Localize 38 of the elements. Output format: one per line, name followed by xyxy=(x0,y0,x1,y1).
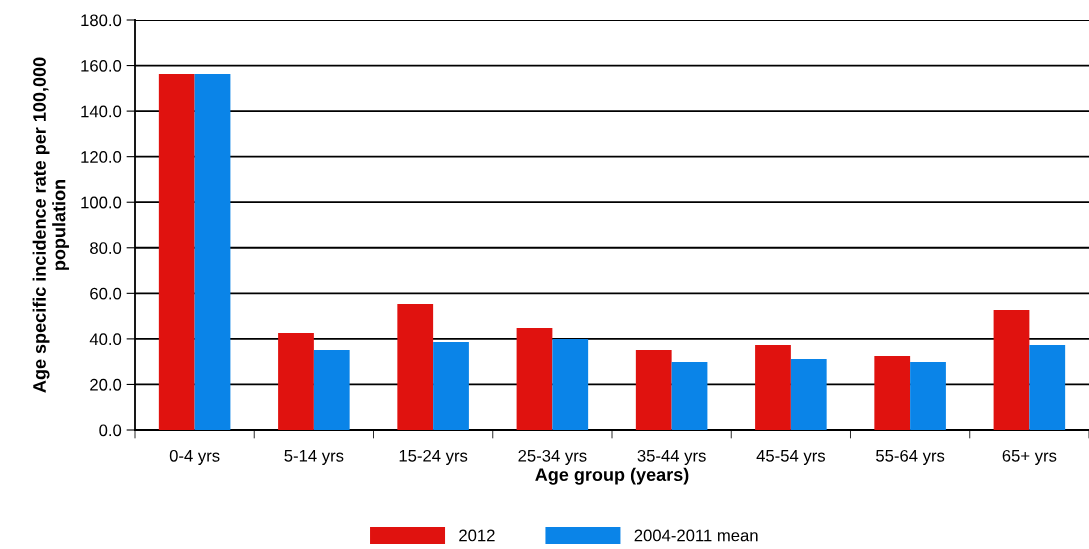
y-axis-title: Age specific incidence rate per 100,000 population xyxy=(32,57,69,393)
x-tick-label: 65+ yrs xyxy=(1002,449,1057,465)
bar xyxy=(433,342,469,430)
bar xyxy=(635,350,672,430)
x-tick-label: 55-64 yrs xyxy=(876,449,945,465)
bar xyxy=(158,73,195,430)
bar xyxy=(790,358,827,430)
y-tick-label: 100.0 xyxy=(81,196,122,209)
y-tick-label: 120.0 xyxy=(81,151,122,163)
y-tick-label: 40.0 xyxy=(89,333,122,346)
bar xyxy=(755,345,791,430)
y-tick-label: 180.0 xyxy=(81,14,122,27)
x-tick-label: 15-24 yrs xyxy=(399,449,468,465)
x-tick-label: 5-14 yrs xyxy=(284,450,344,465)
legend-label: 2004-2011 mean xyxy=(634,529,758,542)
bar xyxy=(671,361,708,430)
bar xyxy=(993,309,1030,430)
y-tick-label: 60.0 xyxy=(90,287,122,300)
y-tick-label: 80.0 xyxy=(90,242,122,254)
y-tick-label: 140.0 xyxy=(81,105,122,118)
bar xyxy=(552,338,589,430)
y-tick-label: 160.0 xyxy=(81,59,122,72)
bar xyxy=(278,332,314,430)
y-tick-label: 0.0 xyxy=(99,424,122,437)
bar xyxy=(516,327,553,430)
bar xyxy=(1029,345,1066,430)
x-axis-title: Age group (years) xyxy=(535,467,689,485)
bar xyxy=(910,361,946,430)
x-tick-label: 0-4 yrs xyxy=(169,449,220,465)
bar xyxy=(194,73,231,430)
legend-label: 2012 xyxy=(459,529,495,542)
y-tick-label: 20.0 xyxy=(90,378,122,391)
x-tick-label: 35-44 yrs xyxy=(637,449,706,465)
x-tick-label: 25-34 yrs xyxy=(518,449,587,465)
x-tick-label: 45-54 yrs xyxy=(756,450,826,465)
bar xyxy=(313,350,350,430)
bar xyxy=(397,304,434,430)
bar xyxy=(874,355,911,430)
